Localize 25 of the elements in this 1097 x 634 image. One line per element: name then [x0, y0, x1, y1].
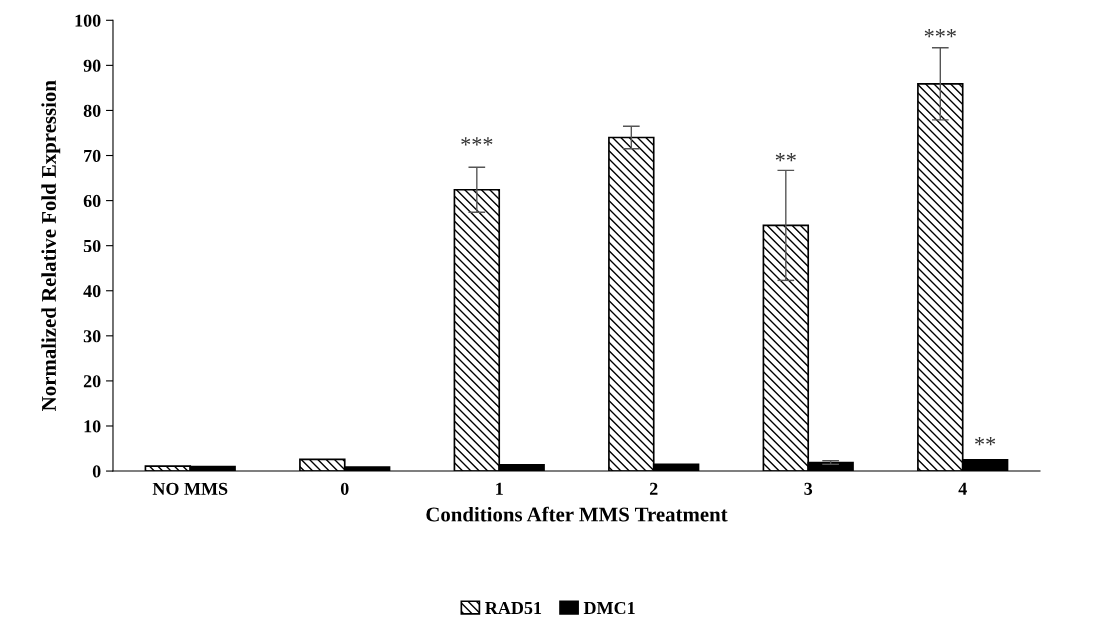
y-tick-label: 70: [84, 149, 101, 162]
y-tick-label: 90: [83, 59, 101, 72]
legend-label: RAD51: [485, 601, 542, 615]
y-axis-title: Normalized Relative Fold Expression: [41, 80, 61, 411]
x-tick-label: 0: [340, 482, 349, 495]
legend-label: DMC1: [583, 601, 635, 615]
y-tick-label: 30: [83, 330, 101, 343]
annotation: ***: [461, 137, 493, 146]
y-tick-label: 100: [75, 14, 101, 27]
annotation: ***: [924, 29, 956, 38]
y-tick-label: 20: [83, 375, 101, 388]
x-tick-label: 1: [496, 482, 503, 495]
y-tick-label: 60: [83, 194, 101, 208]
x-axis-title: Conditions After MMS Treatment: [426, 506, 728, 522]
y-tick-label: 0: [92, 465, 101, 478]
y-tick-label: 10: [84, 420, 101, 433]
x-tick-label: 2: [649, 482, 658, 495]
annotation: **: [775, 153, 796, 162]
y-tick-label: 50: [83, 239, 101, 253]
x-tick-label: NO MMS: [152, 482, 228, 495]
x-tick-label: 4: [958, 482, 967, 495]
annotation: **: [975, 437, 996, 446]
y-tick-label: 80: [83, 104, 101, 117]
x-tick-label: 3: [804, 482, 813, 495]
y-tick-label: 40: [83, 285, 101, 298]
